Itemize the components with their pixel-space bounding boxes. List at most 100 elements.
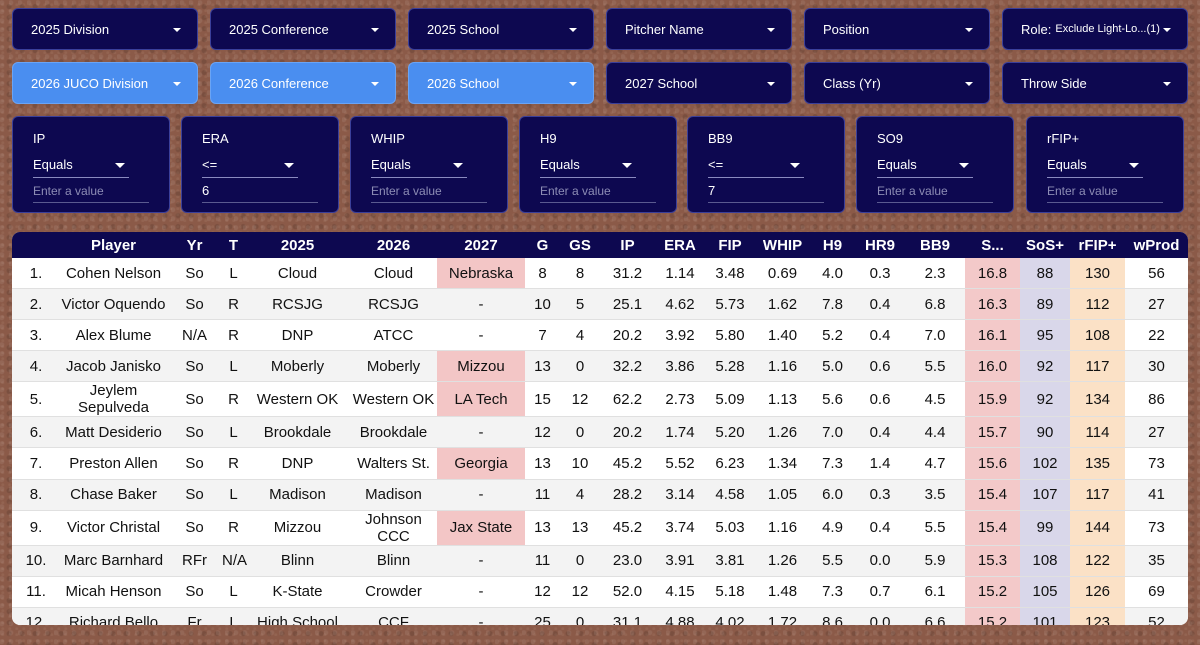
table-cell: DNP (245, 447, 350, 480)
table-cell: 5.03 (705, 510, 755, 546)
header-cell[interactable]: WHIP (755, 232, 810, 258)
placeholder: Enter a value (33, 184, 104, 198)
value-input[interactable]: 7 (708, 180, 824, 203)
dropdown[interactable]: Role: Exclude Light-Lo...(1) (1002, 8, 1188, 50)
table-cell: 3.5 (905, 479, 965, 511)
table-cell: Preston Allen (60, 447, 167, 480)
dropdown[interactable]: 2026 Conference (210, 62, 396, 104)
table-cell: Johnson CCC (350, 510, 437, 546)
table-cell: 4.9 (810, 510, 855, 546)
header-cell[interactable]: S... (965, 232, 1020, 258)
table-cell: 0.0 (855, 607, 905, 625)
table-cell: 10. (12, 545, 60, 577)
dropdown-label: Position (823, 21, 870, 37)
value-input[interactable]: Enter a value (877, 180, 993, 203)
table-cell: 0.0 (855, 545, 905, 577)
value-input[interactable]: 6 (202, 180, 318, 203)
table-cell: 8 (525, 258, 560, 290)
header-cell[interactable]: FIP (705, 232, 755, 258)
table-body: 1. Cohen Nelson So L Cloud Cloud Nebraska 8 8 31.… (12, 258, 1188, 625)
header-cell[interactable]: T (222, 232, 245, 258)
table-cell: Brookdale (350, 416, 437, 449)
table-cell: 52.0 (600, 576, 655, 608)
table-cell: So (167, 510, 222, 546)
header-cell[interactable]: rFIP+ (1070, 232, 1125, 258)
dropdown[interactable]: 2025 Division (12, 8, 198, 50)
table-cell: 5.9 (905, 545, 965, 577)
header-cell[interactable]: 2025 (245, 232, 350, 258)
header-cell[interactable]: 2026 (350, 232, 437, 258)
operator-select[interactable]: Equals (1047, 153, 1143, 178)
dropdown[interactable]: 2025 School (408, 8, 594, 50)
table-cell: - (437, 288, 525, 321)
operator-select[interactable]: Equals (540, 153, 636, 178)
table-cell: 95 (1020, 319, 1070, 352)
table-row: 2. Victor Oquendo So R RCSJG RCSJG -10 5 25.1 4.6… (12, 288, 1188, 321)
table-cell: 12 (525, 576, 560, 608)
dropdown[interactable]: 2026 School (408, 62, 594, 104)
table-cell: - (437, 319, 525, 352)
operator-select[interactable]: Equals (877, 153, 973, 178)
table-cell: - (437, 607, 525, 625)
results-table: Player Yr T 2025 2026 2027 G GS IP ERA FIP WHIP H9 HR… (12, 232, 1188, 625)
operator-select[interactable]: <= (708, 153, 804, 178)
header-cell[interactable]: ERA (655, 232, 705, 258)
table-cell: R (222, 288, 245, 321)
header-cell[interactable]: H9 (810, 232, 855, 258)
header-cell[interactable]: Yr (167, 232, 222, 258)
table-cell: 1.4 (855, 447, 905, 480)
dropdown-label: Class (Yr) (823, 75, 881, 91)
header-cell[interactable]: G (525, 232, 560, 258)
header-cell[interactable]: SoS+ (1020, 232, 1070, 258)
numeric-filter: rFIP+ Equals Enter a value (1026, 116, 1184, 213)
dropdown[interactable]: Pitcher Name (606, 8, 792, 50)
table-cell: 15.4 (965, 510, 1020, 546)
table-cell: - (437, 545, 525, 577)
table-cell: 5.6 (810, 381, 855, 418)
table-cell: 4.15 (655, 576, 705, 608)
table-cell: 32.2 (600, 350, 655, 383)
table-cell: RCSJG (350, 288, 437, 321)
table-cell: 0.7 (855, 576, 905, 608)
table-cell: 123 (1070, 607, 1125, 625)
table-cell: 56 (1125, 258, 1188, 290)
dropdown[interactable]: Class (Yr) (804, 62, 990, 104)
table-cell: L (222, 576, 245, 608)
table-cell: 3.81 (705, 545, 755, 577)
dropdown[interactable]: 2025 Conference (210, 8, 396, 50)
operator-select[interactable]: <= (202, 153, 298, 178)
value-input[interactable]: Enter a value (33, 180, 149, 203)
value-input[interactable]: Enter a value (540, 180, 656, 203)
header-row: Player Yr T 2025 2026 2027 G GS IP ERA FIP WHIP H9 HR… (12, 232, 1188, 258)
header-cell[interactable]: wProd (1125, 232, 1188, 258)
header-cell[interactable]: Player (60, 232, 167, 258)
header-cell[interactable]: GS (560, 232, 600, 258)
input-value: 7 (708, 183, 716, 198)
dropdown[interactable]: Throw Side (1002, 62, 1188, 104)
table-cell: 15.6 (965, 447, 1020, 480)
header-cell[interactable]: BB9 (905, 232, 965, 258)
operator-select[interactable]: Equals (371, 153, 467, 178)
table-cell: 5. (12, 381, 60, 418)
table-cell: 122 (1070, 545, 1125, 577)
table-cell: 108 (1020, 545, 1070, 577)
dropdown-arrow (767, 28, 775, 32)
dropdown[interactable]: Position (804, 8, 990, 50)
table-cell: N/A (222, 545, 247, 577)
header-cell[interactable]: 2027 (437, 232, 525, 258)
table-cell: Matt Desiderio (60, 416, 167, 449)
value-input[interactable]: Enter a value (371, 180, 487, 203)
table-cell: 130 (1070, 258, 1125, 290)
table-cell: 11 (525, 479, 560, 511)
dropdown-label: 2025 School (427, 21, 500, 37)
dropdown[interactable]: 2026 JUCO Division (12, 62, 198, 104)
table-cell: 31.2 (600, 258, 655, 290)
operator-select[interactable]: Equals (33, 153, 129, 178)
table-cell: 41 (1125, 479, 1188, 511)
value-input[interactable]: Enter a value (1047, 180, 1163, 203)
dropdown[interactable]: 2027 School (606, 62, 792, 104)
table-cell: 6.0 (810, 479, 855, 511)
header-cell[interactable]: HR9 (855, 232, 905, 258)
header-cell[interactable]: IP (600, 232, 655, 258)
table-cell: 88 (1020, 258, 1070, 290)
